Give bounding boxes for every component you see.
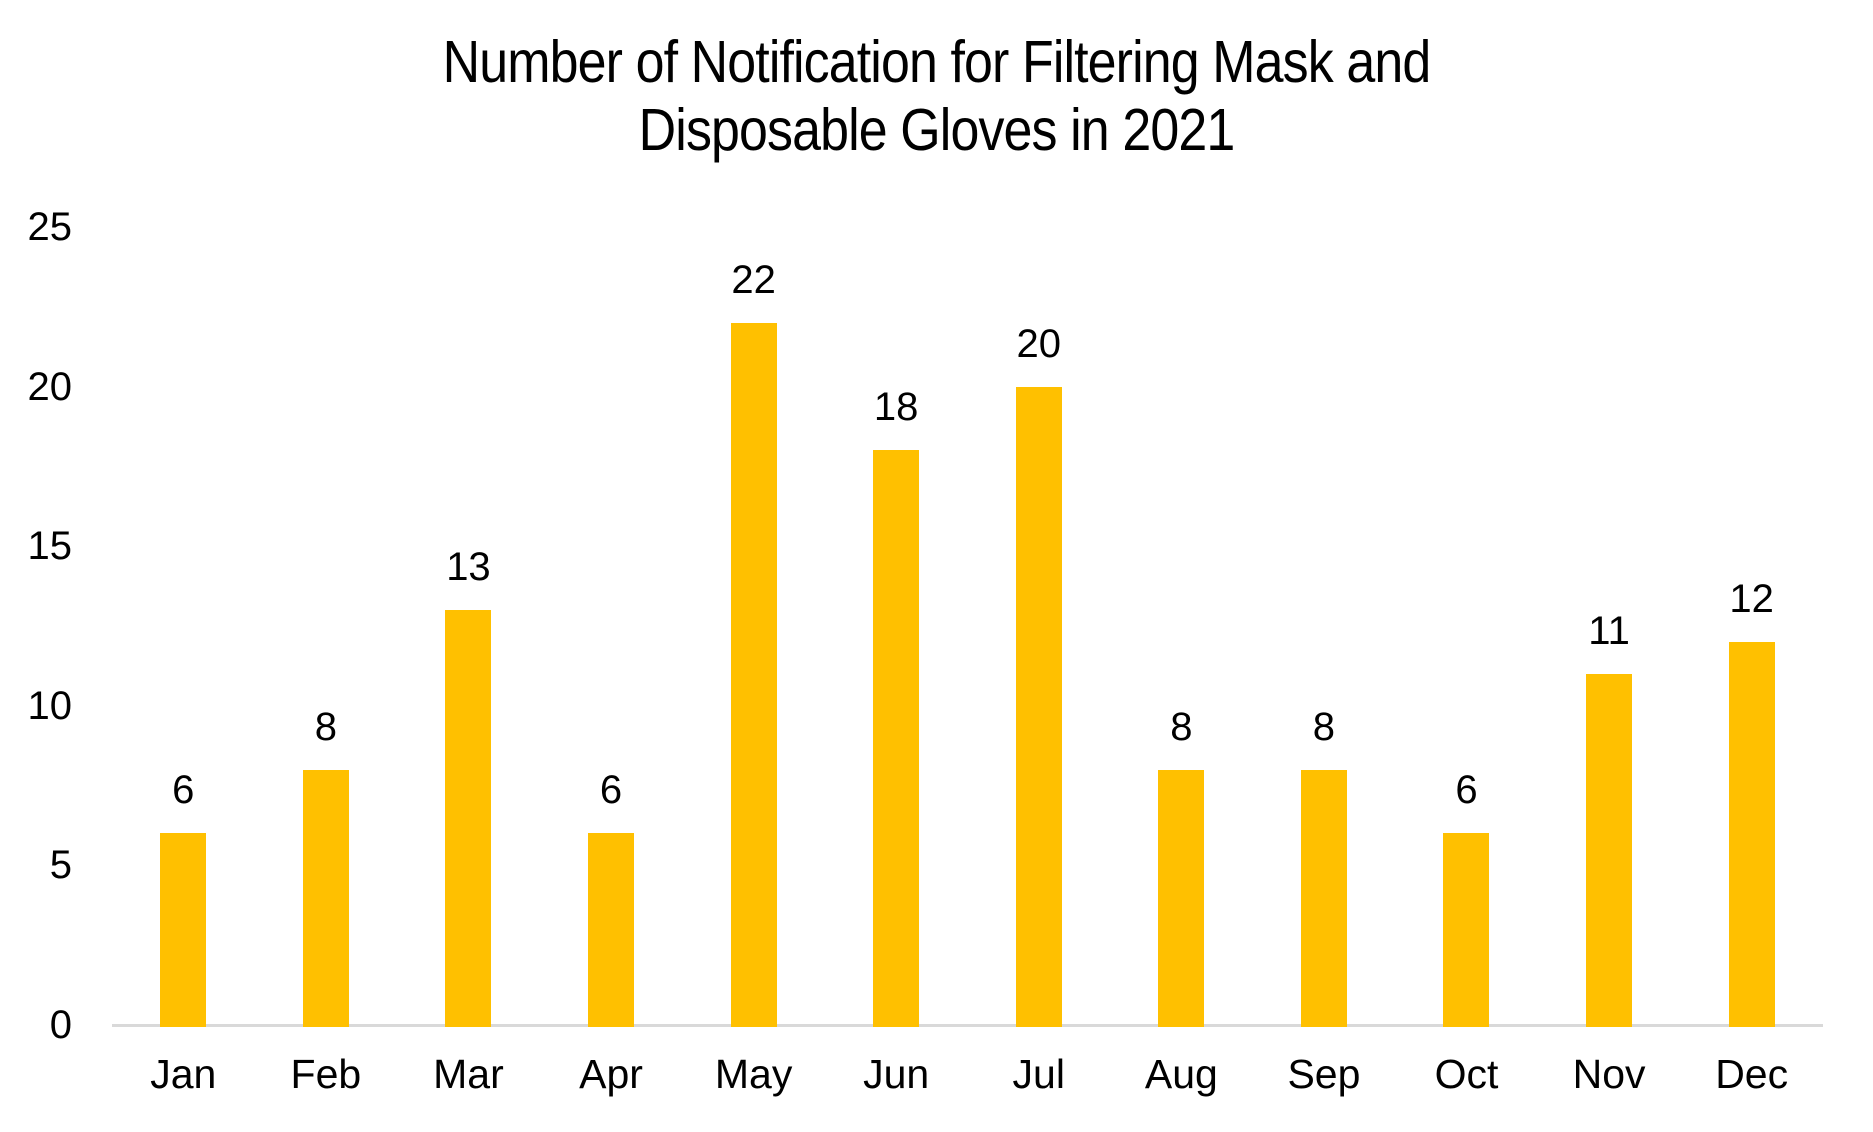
bar-value-label-nov: 11	[1588, 609, 1630, 653]
x-label-apr: Apr	[579, 1051, 643, 1097]
bar-sep	[1300, 770, 1347, 1027]
x-label-may: May	[714, 1051, 793, 1097]
x-label-jul: Jul	[1012, 1051, 1065, 1097]
y-tick-label-25: 25	[27, 205, 73, 249]
bar-column-aug: 8	[1110, 165, 1253, 1027]
bar-column-oct: 6	[1395, 165, 1538, 1027]
bar-aug	[1158, 770, 1205, 1027]
bar-value-label-dec: 12	[1729, 577, 1774, 621]
x-label-jan: Jan	[150, 1051, 217, 1097]
y-tick-label-10: 10	[27, 683, 73, 728]
x-label-nov: Nov	[1572, 1051, 1646, 1097]
bar-value-label-jul: 20	[1016, 322, 1062, 366]
bar-value-label-apr: 6	[599, 768, 623, 812]
y-tick-label-15: 15	[27, 524, 73, 569]
chart-title-line-1: Number of Notification for Filtering Mas…	[442, 29, 1432, 95]
bar-column-jan: 6	[112, 165, 255, 1027]
x-label-oct: Oct	[1434, 1051, 1499, 1097]
bar-value-label-jan: 6	[172, 768, 195, 812]
bar-value-label-mar: 13	[446, 545, 491, 589]
x-axis-category-labels: Jan Feb Mar Apr May Jun Jul Aug Sep Oct Nov Dec	[112, 1050, 1823, 1098]
bar-value-label-may: 22	[731, 258, 776, 302]
bar-column-sep: 8	[1253, 165, 1396, 1027]
bar-column-nov: 11	[1538, 165, 1681, 1027]
bar-column-jul: 20	[967, 165, 1110, 1027]
x-label-sep: Sep	[1287, 1051, 1361, 1097]
x-label-dec: Dec	[1715, 1051, 1789, 1097]
bar-jun	[873, 450, 920, 1027]
bar-nov	[1586, 674, 1633, 1027]
y-tick-label-20: 20	[27, 364, 73, 409]
chart-title-line-2: Disposable Gloves in 2021	[638, 97, 1236, 163]
bar-value-label-feb: 8	[314, 705, 337, 749]
bar-jul	[1015, 387, 1062, 1027]
bar-column-may: 22	[682, 165, 825, 1027]
bar-apr	[588, 833, 635, 1027]
bar-value-label-sep: 8	[1312, 705, 1336, 749]
x-axis-line	[112, 1024, 1823, 1027]
bar-column-jun: 18	[825, 165, 968, 1027]
bar-feb	[302, 770, 349, 1027]
bar-jan	[160, 833, 207, 1027]
bar-column-dec: 12	[1680, 165, 1823, 1027]
x-label-mar: Mar	[433, 1051, 504, 1097]
bar-may	[730, 323, 777, 1027]
x-label-aug: Aug	[1144, 1051, 1218, 1097]
plot-area: 6 8 13 6 22 18 20 8 8 6 11 12	[112, 165, 1823, 1027]
x-label-feb: Feb	[290, 1051, 362, 1097]
bar-value-label-jun: 18	[873, 385, 919, 429]
y-tick-label-0: 0	[49, 1003, 72, 1047]
bar-dec	[1728, 642, 1775, 1027]
bar-mar	[445, 610, 492, 1027]
bar-oct	[1443, 833, 1490, 1027]
bar-column-apr: 6	[540, 165, 683, 1027]
chart-title: Number of Notification for Filtering Mas…	[112, 28, 1760, 164]
bar-column-feb: 8	[255, 165, 398, 1027]
x-label-jun: Jun	[863, 1051, 930, 1097]
y-tick-label-5: 5	[49, 843, 72, 888]
bar-value-label-aug: 8	[1170, 705, 1193, 749]
bar-column-mar: 13	[397, 165, 540, 1027]
bar-value-label-oct: 6	[1455, 768, 1478, 812]
